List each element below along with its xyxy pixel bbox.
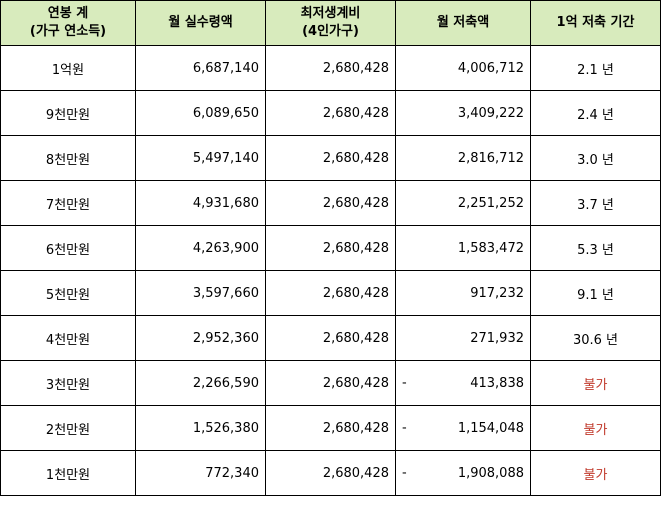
header-annual-income: 연봉 계 (가구 연소득) bbox=[0, 0, 136, 46]
monthly-saving-value: 413,838 bbox=[470, 375, 524, 391]
table-row: 2천만원 1,526,380 2,680,428 - 1,154,048 불가 bbox=[0, 405, 661, 451]
saving-period-cell: 불가 bbox=[530, 360, 661, 406]
min-living-cost-cell: 2,680,428 bbox=[265, 270, 396, 316]
header-row: 연봉 계 (가구 연소득) 월 실수령액 최저생계비 (4인가구) 월 저축액 … bbox=[0, 0, 661, 46]
header-monthly-net: 월 실수령액 bbox=[135, 0, 266, 46]
min-living-cost-cell: 2,680,428 bbox=[265, 360, 396, 406]
annual-income-cell: 4천만원 bbox=[0, 315, 136, 361]
table-row: 6천만원 4,263,900 2,680,428 1,583,472 5.3 년 bbox=[0, 225, 661, 271]
header-min-living-cost-line2: (4인가구) bbox=[302, 24, 359, 39]
annual-income-cell: 8천만원 bbox=[0, 135, 136, 181]
monthly-saving-value: 3,409,222 bbox=[457, 105, 524, 121]
min-living-cost-cell: 2,680,428 bbox=[265, 450, 396, 496]
monthly-saving-value: 1,583,472 bbox=[457, 240, 524, 256]
min-living-cost-cell: 2,680,428 bbox=[265, 45, 396, 91]
monthly-net-cell: 772,340 bbox=[135, 450, 266, 496]
monthly-net-cell: 2,266,590 bbox=[135, 360, 266, 406]
min-living-cost-cell: 2,680,428 bbox=[265, 180, 396, 226]
table-row: 4천만원 2,952,360 2,680,428 271,932 30.6 년 bbox=[0, 315, 661, 361]
header-saving-period: 1억 저축 기간 bbox=[530, 0, 661, 46]
header-monthly-saving-line1: 월 저축액 bbox=[436, 15, 490, 30]
annual-income-cell: 5천만원 bbox=[0, 270, 136, 316]
monthly-net-cell: 4,263,900 bbox=[135, 225, 266, 271]
header-saving-period-line1: 1억 저축 기간 bbox=[556, 15, 635, 30]
annual-income-cell: 3천만원 bbox=[0, 360, 136, 406]
min-living-cost-cell: 2,680,428 bbox=[265, 135, 396, 181]
savings-table: 연봉 계 (가구 연소득) 월 실수령액 최저생계비 (4인가구) 월 저축액 … bbox=[0, 0, 661, 496]
saving-period-cell: 9.1 년 bbox=[530, 270, 661, 316]
saving-period-cell: 불가 bbox=[530, 450, 661, 496]
monthly-net-cell: 6,687,140 bbox=[135, 45, 266, 91]
table-row: 8천만원 5,497,140 2,680,428 2,816,712 3.0 년 bbox=[0, 135, 661, 181]
monthly-saving-value: 1,154,048 bbox=[457, 420, 524, 436]
monthly-saving-cell: - 1,908,088 bbox=[395, 450, 531, 496]
monthly-net-cell: 2,952,360 bbox=[135, 315, 266, 361]
annual-income-cell: 6천만원 bbox=[0, 225, 136, 271]
monthly-saving-value: 4,006,712 bbox=[457, 60, 524, 76]
monthly-saving-cell: 2,251,252 bbox=[395, 180, 531, 226]
annual-income-cell: 1억원 bbox=[0, 45, 136, 91]
monthly-saving-cell: 271,932 bbox=[395, 315, 531, 361]
monthly-saving-cell: - 413,838 bbox=[395, 360, 531, 406]
annual-income-cell: 9천만원 bbox=[0, 90, 136, 136]
saving-period-cell: 불가 bbox=[530, 405, 661, 451]
monthly-saving-value: 2,816,712 bbox=[457, 150, 524, 166]
saving-period-cell: 3.0 년 bbox=[530, 135, 661, 181]
header-annual-income-line1: 연봉 계 bbox=[47, 6, 89, 21]
table-row: 9천만원 6,089,650 2,680,428 3,409,222 2.4 년 bbox=[0, 90, 661, 136]
monthly-saving-cell: 2,816,712 bbox=[395, 135, 531, 181]
negative-sign: - bbox=[402, 465, 407, 481]
annual-income-cell: 1천만원 bbox=[0, 450, 136, 496]
monthly-net-cell: 4,931,680 bbox=[135, 180, 266, 226]
monthly-saving-value: 2,251,252 bbox=[457, 195, 524, 211]
header-min-living-cost: 최저생계비 (4인가구) bbox=[265, 0, 396, 46]
header-min-living-cost-line1: 최저생계비 bbox=[300, 6, 361, 21]
monthly-saving-cell: 4,006,712 bbox=[395, 45, 531, 91]
monthly-net-cell: 1,526,380 bbox=[135, 405, 266, 451]
table-row: 7천만원 4,931,680 2,680,428 2,251,252 3.7 년 bbox=[0, 180, 661, 226]
monthly-saving-value: 917,232 bbox=[470, 285, 524, 301]
annual-income-cell: 7천만원 bbox=[0, 180, 136, 226]
negative-sign: - bbox=[402, 375, 407, 391]
min-living-cost-cell: 2,680,428 bbox=[265, 315, 396, 361]
min-living-cost-cell: 2,680,428 bbox=[265, 405, 396, 451]
saving-period-cell: 2.4 년 bbox=[530, 90, 661, 136]
table-row: 5천만원 3,597,660 2,680,428 917,232 9.1 년 bbox=[0, 270, 661, 316]
monthly-saving-value: 1,908,088 bbox=[457, 465, 524, 481]
table-row: 3천만원 2,266,590 2,680,428 - 413,838 불가 bbox=[0, 360, 661, 406]
header-monthly-saving: 월 저축액 bbox=[395, 0, 531, 46]
monthly-saving-value: 271,932 bbox=[470, 330, 524, 346]
saving-period-cell: 3.7 년 bbox=[530, 180, 661, 226]
monthly-saving-cell: 917,232 bbox=[395, 270, 531, 316]
saving-period-cell: 2.1 년 bbox=[530, 45, 661, 91]
table-row: 1억원 6,687,140 2,680,428 4,006,712 2.1 년 bbox=[0, 45, 661, 91]
header-annual-income-line2: (가구 연소득) bbox=[29, 24, 107, 39]
min-living-cost-cell: 2,680,428 bbox=[265, 225, 396, 271]
saving-period-cell: 30.6 년 bbox=[530, 315, 661, 361]
min-living-cost-cell: 2,680,428 bbox=[265, 90, 396, 136]
saving-period-cell: 5.3 년 bbox=[530, 225, 661, 271]
monthly-net-cell: 3,597,660 bbox=[135, 270, 266, 316]
monthly-net-cell: 5,497,140 bbox=[135, 135, 266, 181]
monthly-saving-cell: 1,583,472 bbox=[395, 225, 531, 271]
monthly-saving-cell: 3,409,222 bbox=[395, 90, 531, 136]
annual-income-cell: 2천만원 bbox=[0, 405, 136, 451]
header-monthly-net-line1: 월 실수령액 bbox=[168, 15, 233, 30]
monthly-net-cell: 6,089,650 bbox=[135, 90, 266, 136]
monthly-saving-cell: - 1,154,048 bbox=[395, 405, 531, 451]
table-row: 1천만원 772,340 2,680,428 - 1,908,088 불가 bbox=[0, 450, 661, 496]
negative-sign: - bbox=[402, 420, 407, 436]
